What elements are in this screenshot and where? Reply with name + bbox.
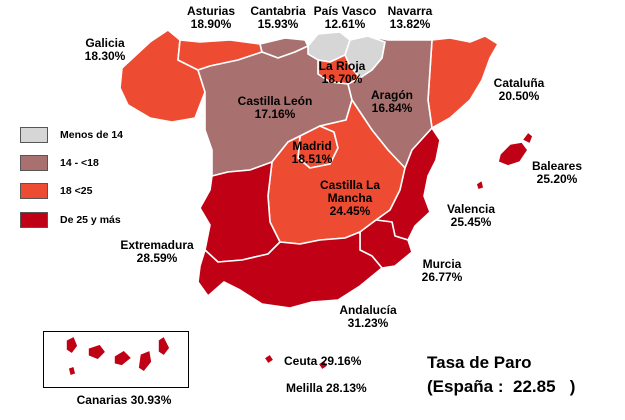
title-suffix: )	[569, 377, 576, 396]
label-aragon: Aragón 16.84%	[371, 88, 413, 115]
label-navarra: Navarra 13.82%	[387, 4, 433, 31]
region-canarias-island-2	[87, 343, 107, 361]
region-melilla	[317, 359, 329, 371]
legend-label: 14 - <18	[60, 157, 99, 169]
legend-label: Menos de 14	[60, 129, 124, 141]
label-cantabria: Cantabria 15.93%	[250, 4, 306, 31]
label-extremadura: Extremadura 28.59%	[120, 238, 194, 265]
region-canarias-island-5	[157, 335, 171, 357]
title-line-2: (España : 22.85 )	[427, 375, 575, 399]
legend-swatch	[20, 127, 48, 143]
label-castilla-la-mancha: Castilla La Mancha 24.45%	[319, 178, 381, 218]
region-baleares-mallorca	[497, 141, 529, 167]
label-canarias: Canarias 30.93%	[76, 393, 172, 407]
title-prefix: (España :	[427, 377, 504, 396]
region-canarias-island-6	[67, 365, 77, 377]
label-castilla-leon: Castilla León 17.16%	[237, 94, 313, 121]
national-rate: 22.85	[512, 377, 556, 396]
label-murcia: Murcia 26.77%	[421, 257, 463, 284]
legend-swatch	[20, 212, 48, 228]
region-canarias-island-1	[65, 335, 79, 355]
label-la-rioja: La Rioja 18.70%	[318, 59, 366, 86]
label-galicia: Galicia 18.30%	[84, 36, 126, 63]
label-andalucia: Andalucía 31.23%	[339, 303, 397, 330]
region-ceuta	[263, 353, 275, 365]
legend-label: De 25 y más	[60, 214, 121, 226]
region-canarias-island-3	[113, 349, 133, 367]
label-cataluna: Cataluña 20.50%	[493, 76, 545, 103]
label-melilla: Melilla 28.13%	[286, 381, 367, 395]
region-baleares-ibiza	[475, 179, 485, 191]
label-asturias: Asturias 18.90%	[186, 4, 236, 31]
region-canarias-island-4	[137, 349, 153, 373]
canarias-inset-frame	[43, 331, 189, 388]
region-extremadura	[199, 161, 281, 263]
map-title: Tasa de Paro (España : 22.85 )	[427, 351, 575, 399]
region-andalucia	[197, 231, 383, 309]
legend-swatch	[20, 183, 48, 199]
title-line-1: Tasa de Paro	[427, 353, 532, 372]
legend-swatch	[20, 155, 48, 171]
region-valencia	[375, 127, 441, 241]
region-baleares-menorca	[521, 131, 534, 145]
label-baleares: Baleares 25.20%	[531, 159, 583, 186]
label-valencia: Valencia 25.45%	[446, 202, 496, 229]
label-ceuta: Ceuta 29.16%	[284, 354, 362, 368]
label-madrid: Madrid 18.51%	[291, 139, 333, 166]
legend-label: 18 <25	[60, 185, 93, 197]
label-pais-vasco: País Vasco 12.61%	[313, 4, 377, 31]
